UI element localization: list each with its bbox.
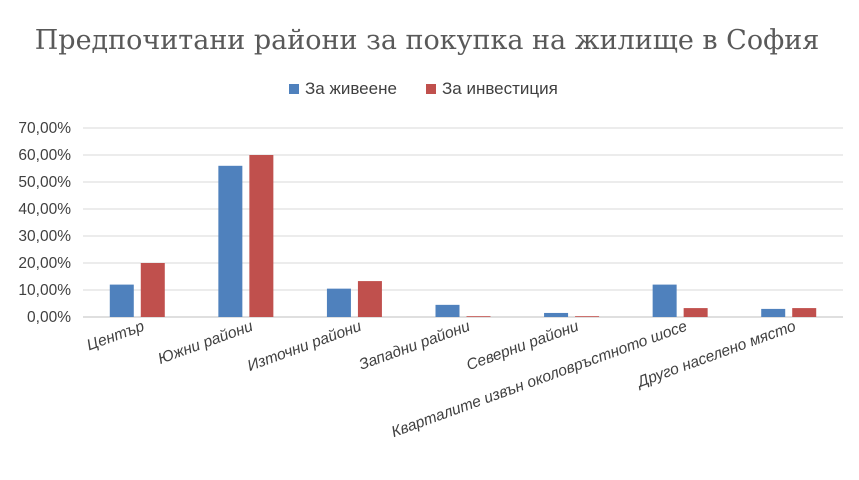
- bar-living: [109, 284, 134, 317]
- bar-investment: [683, 308, 708, 317]
- gridlines: [83, 127, 843, 318]
- chart-title: Предпочитани райони за покупка на жилище…: [35, 25, 820, 56]
- bar-investment: [357, 281, 382, 317]
- bar-investment: [575, 316, 600, 317]
- bar-investment: [249, 155, 274, 317]
- bar-investment: [140, 263, 165, 317]
- legend-label: За живеене: [305, 79, 397, 98]
- y-axis: 0,00% 10,00% 20,00% 30,00% 40,00% 50,00% 60,00…: [18, 120, 71, 326]
- bar-living: [435, 304, 460, 317]
- legend-label: За инвестиция: [442, 79, 558, 98]
- x-tick-label: Южни райони: [156, 318, 256, 368]
- y-tick-label: 30,00%: [18, 228, 71, 245]
- bar-investment: [792, 308, 817, 317]
- bar-investment: [466, 316, 491, 317]
- bar-living: [544, 312, 569, 317]
- x-tick-label: Западни райони: [357, 318, 473, 374]
- y-tick-label: 70,00%: [18, 120, 71, 137]
- y-tick-label: 40,00%: [18, 201, 71, 218]
- y-tick-label: 60,00%: [18, 147, 71, 164]
- y-tick-label: 10,00%: [18, 282, 71, 299]
- y-tick-label: 50,00%: [18, 174, 71, 191]
- bar-living: [218, 165, 243, 317]
- x-tick-label: Център: [85, 318, 147, 355]
- bar-living: [761, 308, 786, 317]
- bar-living: [326, 288, 351, 317]
- chart-legend: За живеене За инвестиция: [289, 79, 558, 98]
- bar-living: [652, 284, 677, 317]
- bars: [109, 155, 817, 317]
- legend-swatch: [289, 84, 299, 94]
- y-tick-label: 0,00%: [27, 309, 71, 326]
- y-tick-label: 20,00%: [18, 255, 71, 272]
- legend-swatch: [426, 84, 436, 94]
- x-tick-label: Източни райони: [245, 318, 364, 375]
